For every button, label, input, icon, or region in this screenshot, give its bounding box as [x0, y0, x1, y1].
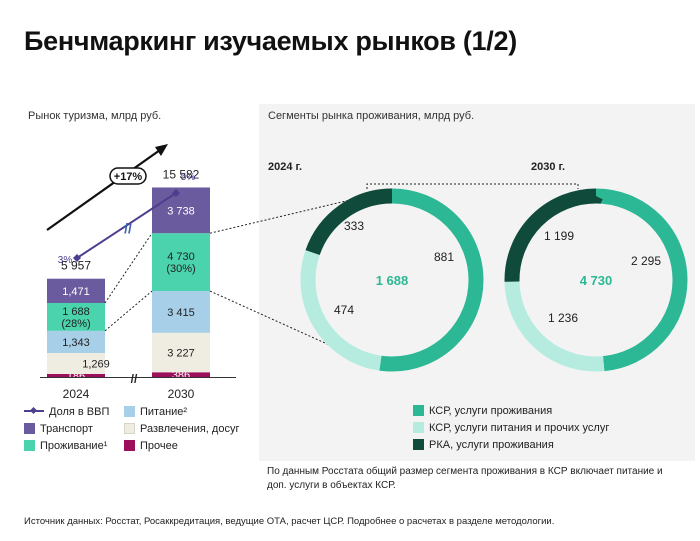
- donut-center-label: 1 688: [376, 273, 409, 288]
- connector-line: [366, 183, 579, 189]
- accommodation-swatch-icon: [24, 440, 35, 451]
- growth-badge: [109, 167, 147, 185]
- data-label: 4 730: [167, 251, 195, 263]
- legend-item-ksr-accommodation: КСР, услуги проживания: [413, 405, 552, 417]
- bar-segment: [47, 352, 105, 374]
- legend-label: РКА, услуги проживания: [429, 439, 554, 451]
- entertainment-swatch-icon: [124, 423, 135, 434]
- bar-segment: [47, 330, 105, 353]
- data-label: (28%): [61, 318, 90, 330]
- gdp-line-icon: [24, 406, 44, 415]
- legend-item-accommodation: Проживание¹: [24, 440, 107, 452]
- donut-2030-title: 2030 г.: [531, 161, 566, 173]
- connector-line: [209, 290, 368, 363]
- donut-slice: [504, 188, 688, 372]
- connector-line: [104, 232, 153, 304]
- x-tick-label: 2024: [63, 387, 90, 401]
- tourism-chart-subtitle: Рынок туризма, млрд руб.: [28, 110, 162, 122]
- bar-segment: [152, 372, 210, 377]
- data-label: 1,471: [62, 286, 90, 298]
- legend-label: Развлечения, досуг: [140, 423, 240, 435]
- source-footnote: Источник данных: Росстат, Росаккредитаци…: [24, 516, 555, 527]
- legend-label: Транспорт: [40, 423, 93, 435]
- growth-arrow-head-icon: [155, 144, 168, 156]
- donut-center-label: 4 730: [580, 273, 613, 288]
- bar-segment: [47, 373, 105, 377]
- line-break-mark: //: [124, 220, 132, 236]
- donut-slice: [504, 188, 688, 372]
- slice-label: 881: [434, 250, 454, 264]
- slice-label: 474: [334, 303, 354, 317]
- bar-segment: [152, 233, 210, 292]
- bar-segment: [152, 332, 210, 373]
- slice-label: 1 236: [548, 311, 578, 325]
- food-swatch-icon: [124, 406, 135, 417]
- legend-label: КСР, услуги питания и прочих услуг: [429, 422, 610, 434]
- connector-line: [209, 195, 368, 234]
- legend-label: Прочее: [140, 440, 178, 452]
- total-label: 5 957: [61, 259, 91, 273]
- ksr-food-swatch-icon: [413, 422, 424, 433]
- rka-accommodation-swatch-icon: [413, 439, 424, 450]
- data-label: (30%): [166, 263, 195, 275]
- legend-item-entertainment: Развлечения, досуг: [124, 423, 239, 435]
- legend-label: Проживание¹: [40, 440, 108, 452]
- bar-segment: [47, 278, 105, 303]
- legend-item-gdp: Доля в ВВП: [24, 406, 109, 418]
- page-title: Бенчмаркинг изучаемых рынков (1/2): [24, 26, 517, 56]
- slice-label: 1 199: [544, 229, 574, 243]
- axis-break-mark: //: [131, 372, 138, 386]
- donut-slice: [300, 188, 484, 372]
- bar-segment: [152, 187, 210, 234]
- data-label: 386: [172, 370, 190, 382]
- total-label: 15 582: [163, 167, 200, 181]
- gdp-share-line: [76, 192, 177, 259]
- slice-label: 2 295: [631, 254, 661, 268]
- methodology-note: По данным Росстата общий размер сегмента…: [267, 466, 663, 491]
- data-label: 1,343: [62, 337, 90, 349]
- data-label: 3 415: [167, 307, 195, 319]
- data-label: 1,269: [82, 358, 110, 370]
- legend-item-transport: Транспорт: [24, 423, 93, 435]
- slice-label: 333: [344, 219, 364, 233]
- donut-2024-title: 2024 г.: [268, 161, 303, 173]
- data-label: 3 227: [167, 348, 195, 360]
- bar-segment: [47, 302, 105, 331]
- segments-subtitle: Сегменты рынка проживания, млрд руб.: [268, 110, 475, 122]
- donut-slice: [300, 188, 484, 372]
- growth-arrow: [46, 149, 161, 231]
- connector-line: [104, 290, 153, 332]
- legend-item-ksr-food: КСР, услуги питания и прочих услуг: [413, 422, 609, 434]
- gdp-share-label: 5%: [181, 172, 196, 183]
- gdp-marker-icon: [172, 189, 180, 197]
- data-label: 1 688: [62, 306, 90, 318]
- legend-label: КСР, услуги проживания: [429, 405, 553, 417]
- legend-label: Доля в ВВП: [49, 406, 110, 418]
- legend-label: Питание²: [140, 406, 188, 418]
- transport-swatch-icon: [24, 423, 35, 434]
- bar-segment: [152, 291, 210, 333]
- legend-item-food: Питание²: [124, 406, 187, 418]
- data-label: 3 738: [167, 205, 195, 217]
- growth-badge-label: +17%: [114, 171, 143, 183]
- other-swatch-icon: [124, 440, 135, 451]
- ksr-accommodation-swatch-icon: [413, 405, 424, 416]
- legend-item-rka-accommodation: РКА, услуги проживания: [413, 439, 554, 451]
- legend-item-other: Прочее: [124, 440, 178, 452]
- gdp-marker-icon: [73, 254, 81, 262]
- gdp-share-label: 3%: [58, 255, 73, 266]
- x-tick-label: 2030: [168, 387, 195, 401]
